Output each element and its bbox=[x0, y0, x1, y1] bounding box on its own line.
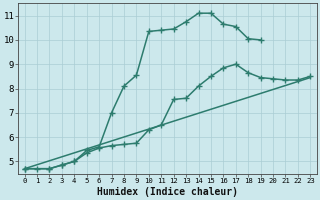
X-axis label: Humidex (Indice chaleur): Humidex (Indice chaleur) bbox=[97, 186, 238, 197]
